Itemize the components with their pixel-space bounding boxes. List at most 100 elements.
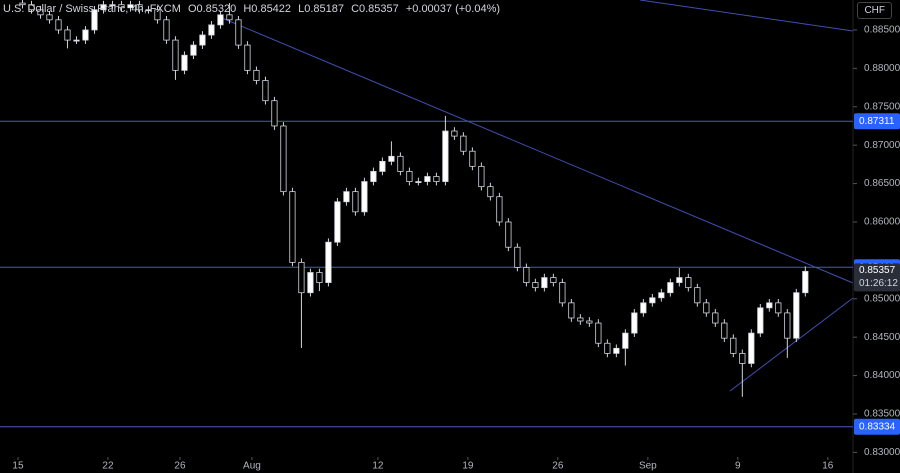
candle-body <box>532 282 539 289</box>
y-tick-label: 0.84000 <box>864 370 900 381</box>
last-price-box <box>854 263 900 292</box>
candle-body <box>667 282 674 294</box>
candle-body <box>19 2 26 6</box>
y-tick-label: 0.86500 <box>864 178 900 189</box>
y-tick-label: 0.88500 <box>864 25 900 36</box>
candle-body <box>721 322 728 339</box>
currency-button[interactable]: CHF <box>857 2 892 19</box>
candle-body <box>460 135 467 152</box>
ohlc-high: H0.85422 <box>243 3 292 15</box>
candle-body <box>649 297 656 304</box>
candle-body <box>730 337 737 354</box>
x-tick-label: 26 <box>552 461 564 472</box>
ohlc-change: +0.00037 (+0.04%) <box>405 3 501 15</box>
ohlc-open: O0.85320 <box>187 3 237 15</box>
candle-body <box>370 171 377 182</box>
candle-body <box>262 80 269 102</box>
ohlc-close: C0.85357 <box>351 3 399 15</box>
candle-body <box>190 44 197 56</box>
x-tick-label: 9 <box>735 461 741 472</box>
candle-body <box>235 19 242 46</box>
candle-body <box>109 4 116 7</box>
countdown-label: 01:26:12 <box>859 278 898 289</box>
candle-body <box>451 130 458 137</box>
symbol: U.S. Dollar / Swiss Franc, 4h, FXCM <box>3 3 181 15</box>
candle-body <box>289 191 296 263</box>
candle-body <box>676 277 683 283</box>
y-tick-label: 0.83500 <box>864 409 900 420</box>
candle-body <box>658 292 665 299</box>
x-tick-label: Sep <box>639 461 657 472</box>
candle-body <box>298 261 305 294</box>
candle-body <box>316 272 323 283</box>
candle-body <box>775 302 782 314</box>
ohlc-low: L0.85187 <box>298 3 344 15</box>
y-tick-label: 0.86000 <box>864 217 900 228</box>
candle-body <box>154 9 161 21</box>
candle-body <box>244 44 251 71</box>
candle-body <box>631 312 638 334</box>
candle-body <box>559 282 566 304</box>
level-label-box <box>854 418 900 435</box>
candle-body <box>748 332 755 364</box>
candle-body <box>226 14 233 21</box>
candle-body <box>523 267 530 283</box>
candle-body <box>577 317 584 322</box>
candle-body <box>64 29 71 41</box>
x-tick-label: Aug <box>243 461 261 472</box>
candle-body <box>397 155 404 172</box>
y-tick-label: 0.88000 <box>864 63 900 74</box>
candle-body <box>766 302 773 309</box>
candle-body <box>586 320 593 324</box>
candle-body <box>118 4 125 9</box>
candle-body <box>424 176 431 182</box>
candle-body <box>334 201 341 243</box>
candle-body <box>46 14 53 21</box>
candle-body <box>487 186 494 198</box>
candle-body <box>640 302 647 314</box>
trendline <box>221 17 854 284</box>
candle-body <box>361 181 368 213</box>
candle-body <box>541 277 548 289</box>
candle-body <box>136 4 143 11</box>
candle-body <box>172 39 179 71</box>
candle-body <box>739 352 746 364</box>
level-label: 0.83334 <box>859 421 896 432</box>
y-tick-label: 0.87500 <box>864 101 900 112</box>
level-label: 0.87311 <box>859 116 895 127</box>
candle-body <box>127 4 134 9</box>
candle-body <box>307 272 314 294</box>
candle-body <box>568 302 575 319</box>
trendline <box>729 297 854 392</box>
candle-body <box>217 14 224 26</box>
trendline <box>639 0 854 32</box>
level-label-box <box>854 113 900 130</box>
candle-body <box>712 312 719 324</box>
candle-body <box>604 342 611 354</box>
y-tick-label: 0.87000 <box>864 140 900 151</box>
candle-body <box>91 9 98 31</box>
candle-body <box>280 125 287 193</box>
x-tick-label: 12 <box>372 461 384 472</box>
y-tick-label: 0.84500 <box>864 332 900 343</box>
last-price-label: 0.85357 <box>859 265 896 276</box>
candle-body <box>388 155 395 162</box>
x-tick-label: 26 <box>174 461 186 472</box>
candle-body <box>550 277 557 283</box>
candle-body <box>703 302 710 314</box>
candle-body <box>55 19 62 31</box>
candle-body <box>613 347 620 354</box>
candle-body <box>253 69 260 81</box>
candle-body <box>199 34 206 46</box>
y-tick-label: 0.85000 <box>864 293 900 304</box>
candle-body <box>433 176 440 182</box>
candle-body <box>793 292 800 339</box>
candle-body <box>496 196 503 223</box>
candle-body <box>442 130 449 182</box>
candle-body <box>28 4 35 11</box>
candle-body <box>100 4 107 11</box>
candle-body <box>163 19 170 41</box>
x-tick-label: 16 <box>822 461 834 472</box>
